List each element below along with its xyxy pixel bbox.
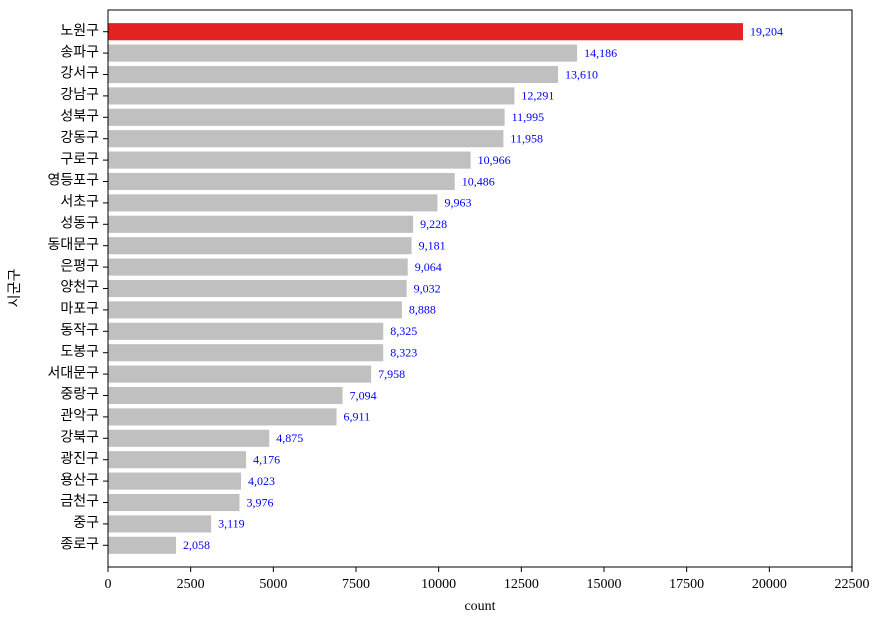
value-label: 19,204	[750, 24, 783, 38]
y-tick-label: 관악구	[60, 408, 99, 424]
value-label: 3,976	[246, 495, 273, 509]
y-tick-label: 양천구	[60, 280, 99, 296]
value-label: 9,963	[444, 196, 471, 210]
bar	[108, 87, 515, 105]
y-tick-label: 영등포구	[47, 173, 99, 189]
bar	[108, 365, 372, 383]
value-label: 10,486	[462, 174, 495, 188]
y-tick-label: 용산구	[60, 472, 99, 488]
value-label: 7,958	[378, 367, 405, 381]
bar	[108, 429, 270, 447]
value-label: 4,023	[248, 474, 275, 488]
x-tick-label: 0	[105, 577, 112, 592]
value-label: 8,325	[390, 324, 417, 338]
bar	[108, 386, 343, 405]
value-label: 4,875	[276, 431, 303, 445]
bar	[108, 194, 438, 212]
bar	[108, 279, 407, 298]
value-label: 8,323	[390, 345, 417, 359]
y-tick-label: 동작구	[60, 323, 99, 339]
y-tick-label: 광진구	[60, 451, 99, 467]
y-tick-label: 서대문구	[47, 365, 99, 381]
bar	[108, 344, 384, 362]
bar	[108, 237, 412, 255]
y-tick-label: 성동구	[60, 216, 99, 232]
y-tick-label: 금천구	[60, 494, 99, 510]
y-tick-label: 구로구	[60, 152, 99, 167]
value-label: 3,119	[218, 517, 245, 531]
bar	[108, 536, 177, 554]
bar	[108, 44, 578, 62]
value-label: 11,958	[510, 131, 543, 145]
x-axis-label: count	[464, 599, 495, 614]
bar	[108, 215, 414, 233]
value-label: 8,888	[409, 303, 436, 317]
bar	[108, 65, 559, 84]
y-axis-label: 시군구	[8, 269, 23, 308]
bar	[108, 322, 384, 340]
bar	[108, 408, 337, 426]
bar	[108, 472, 242, 490]
x-tick-label: 20000	[752, 577, 787, 592]
plot-frame	[107, 9, 853, 568]
value-label: 14,186	[584, 46, 617, 60]
value-label: 9,064	[415, 260, 442, 274]
y-tick-label: 중랑구	[60, 387, 99, 403]
y-tick-label: 은평구	[60, 258, 99, 274]
y-tick-label: 강북구	[60, 430, 99, 446]
bar	[108, 451, 247, 469]
bar	[108, 258, 408, 276]
value-label: 2,058	[183, 538, 210, 552]
bar	[108, 23, 744, 41]
value-label: 6,911	[344, 410, 371, 424]
x-tick-label: 12500	[504, 577, 539, 592]
x-tick-label: 22500	[835, 577, 870, 592]
y-tick-label: 성북구	[60, 109, 99, 125]
bar	[108, 108, 505, 126]
bar	[108, 151, 471, 169]
x-tick-label: 5000	[259, 577, 287, 592]
value-label: 13,610	[565, 67, 598, 81]
x-tick-label: 7500	[342, 577, 370, 592]
y-tick-label: 강남구	[60, 87, 99, 103]
y-tick-label: 중구	[73, 516, 99, 531]
y-tick-label: 서초구	[60, 194, 99, 210]
y-tick-label: 마포구	[60, 301, 99, 317]
y-tick-label: 노원구	[60, 23, 99, 39]
bar	[108, 493, 240, 512]
y-tick-label: 강동구	[60, 130, 99, 146]
value-label: 9,228	[420, 217, 447, 231]
x-tick-label: 17500	[669, 577, 704, 592]
value-label: 9,032	[414, 281, 441, 295]
x-tick-label: 15000	[587, 577, 622, 592]
y-tick-label: 도봉구	[60, 344, 99, 360]
value-label: 7,094	[350, 388, 377, 402]
y-tick-label: 종로구	[60, 538, 99, 553]
y-tick-label: 송파구	[60, 44, 99, 60]
x-tick-label: 2500	[177, 577, 205, 592]
bar	[108, 172, 455, 191]
bar	[108, 301, 402, 319]
y-tick-label: 강서구	[60, 66, 99, 82]
value-label: 4,176	[253, 452, 280, 466]
x-tick-label: 10000	[421, 577, 456, 592]
value-label: 9,181	[419, 238, 446, 252]
value-label: 11,995	[512, 110, 545, 124]
value-label: 12,291	[521, 89, 554, 103]
bar	[108, 515, 212, 533]
bar	[108, 130, 504, 148]
value-label: 10,966	[478, 153, 511, 167]
y-tick-label: 동대문구	[47, 237, 99, 253]
